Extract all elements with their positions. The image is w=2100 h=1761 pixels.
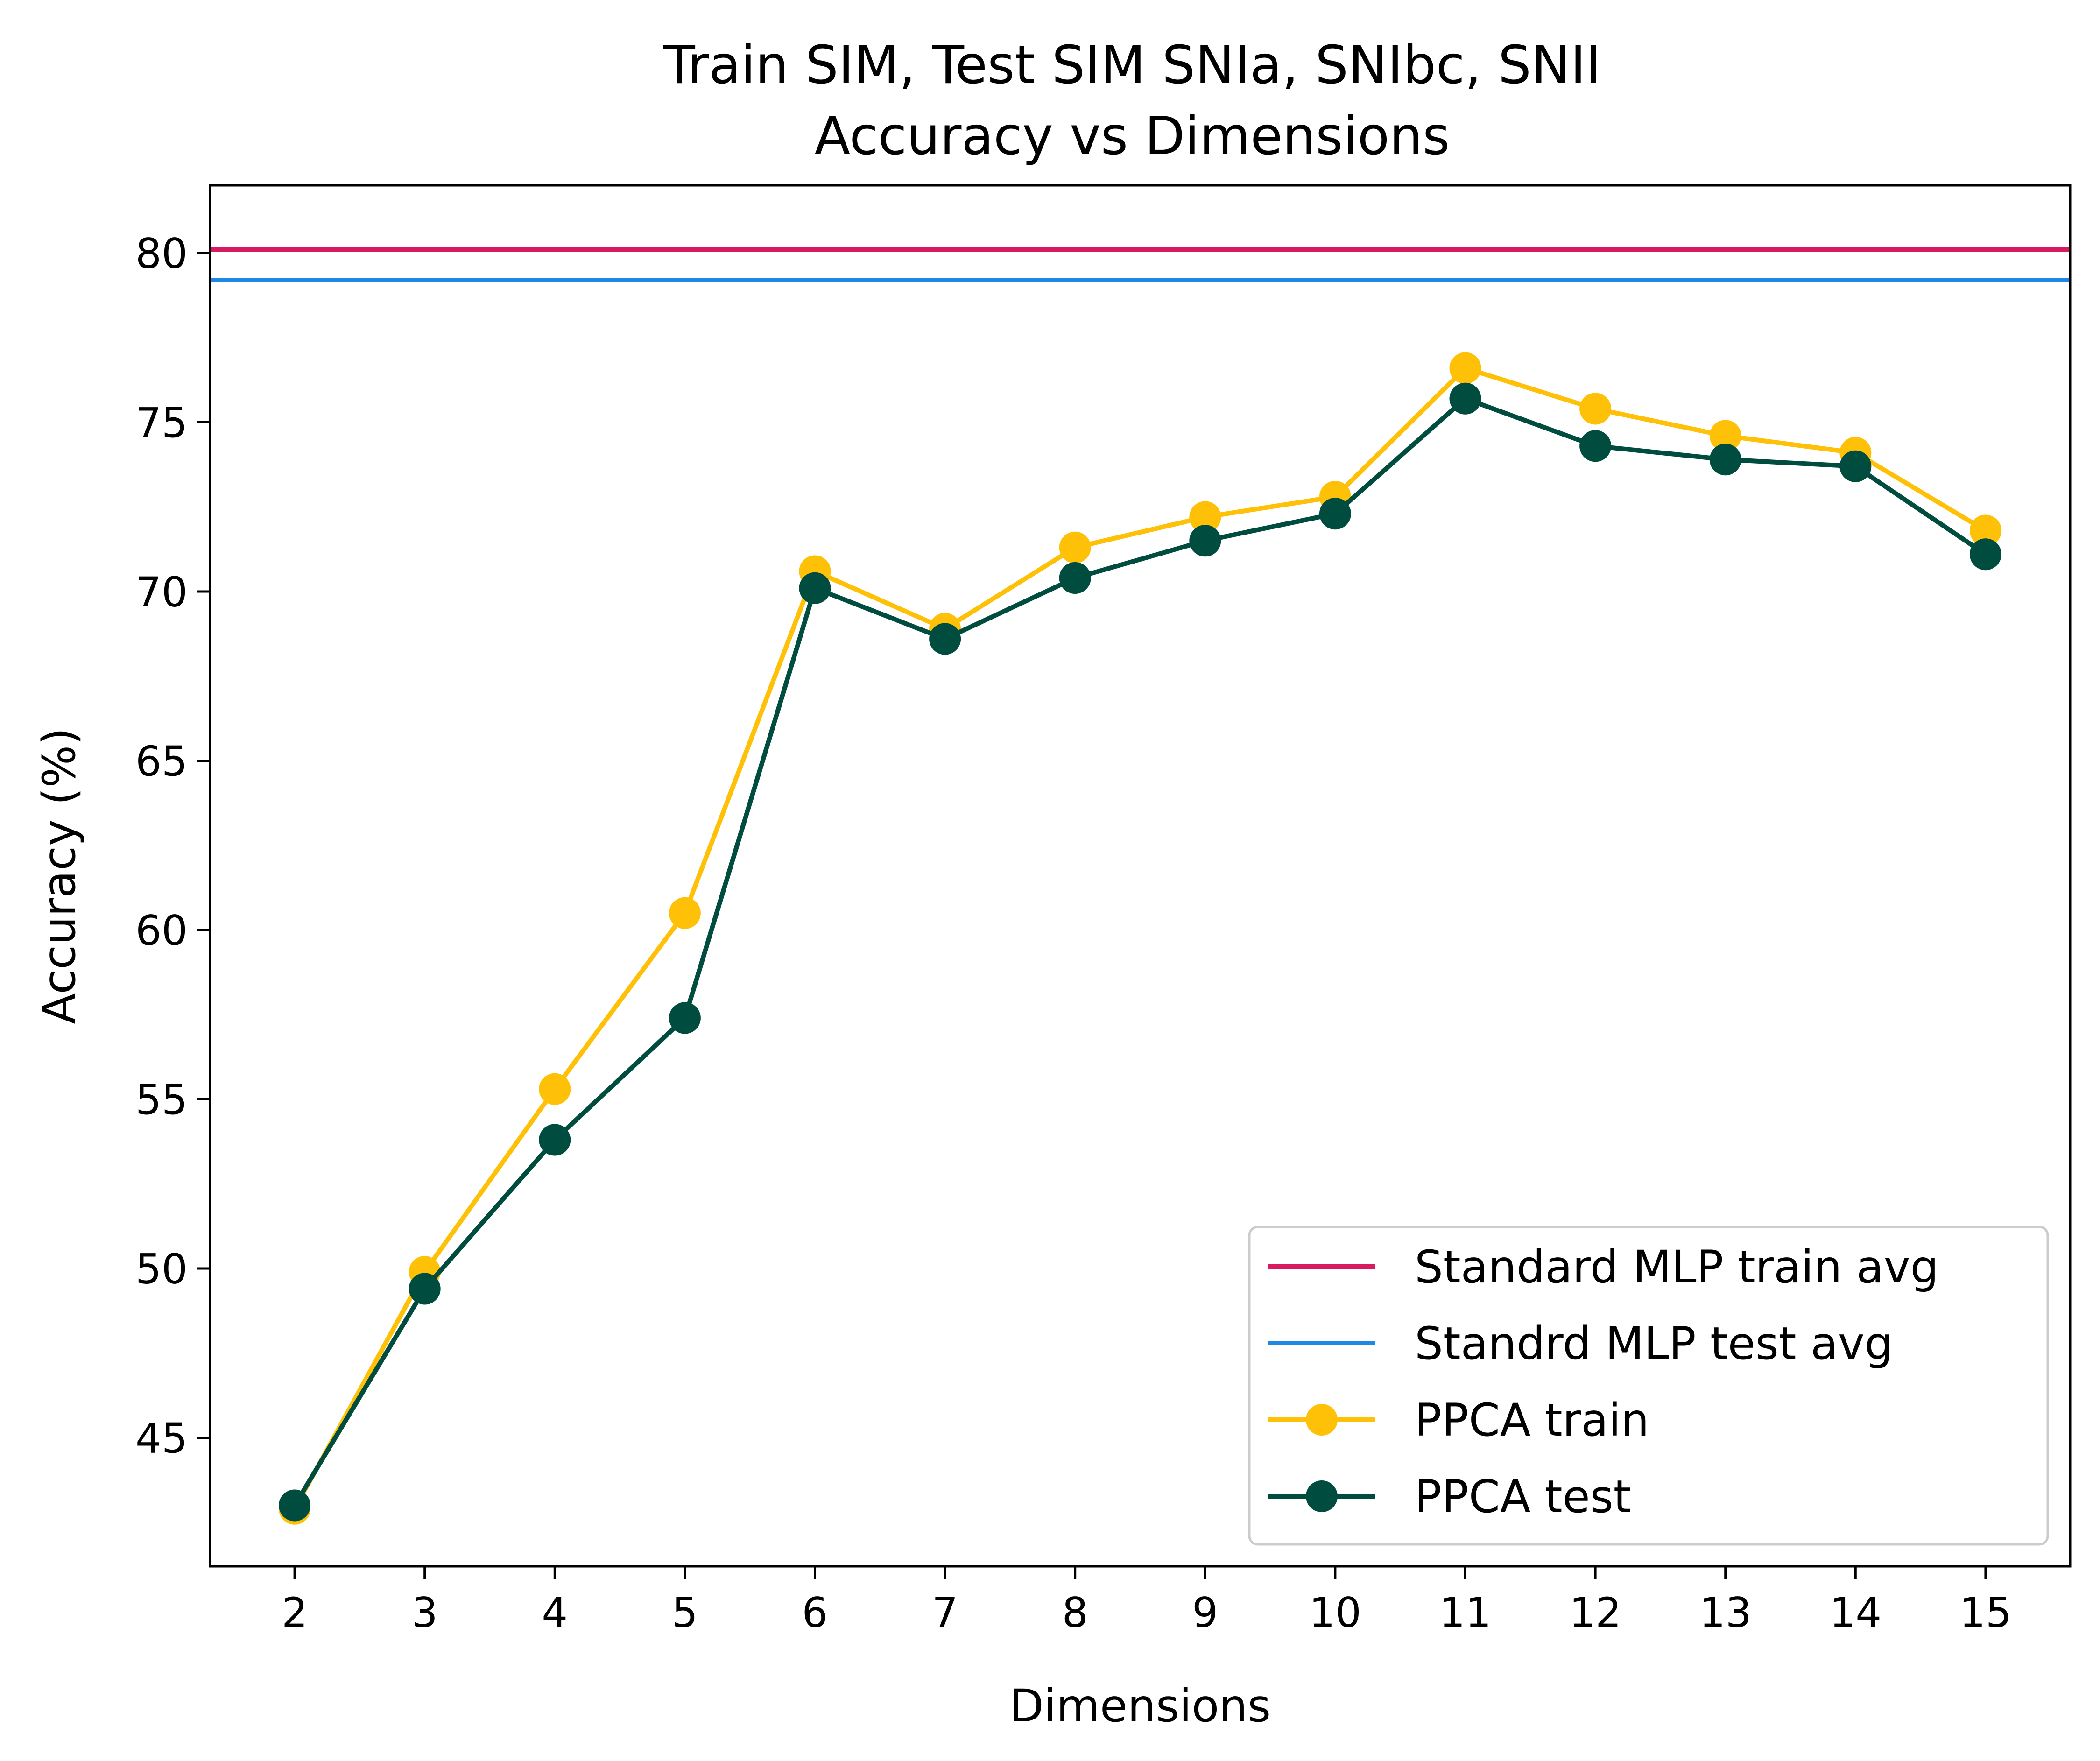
series-line-1 — [292, 396, 1987, 1507]
series-1-point-8 — [1059, 562, 1091, 594]
x-axis-label: Dimensions — [1009, 1680, 1271, 1732]
series-1-point-9 — [1189, 525, 1221, 557]
series-1-point-11 — [1449, 382, 1481, 415]
legend-label-1: Standrd MLP test avg — [1415, 1317, 1893, 1370]
x-tick-label-5: 5 — [672, 1589, 698, 1637]
series-1-point-15 — [1969, 538, 2001, 571]
legend-marker-2 — [1306, 1404, 1338, 1436]
x-tick-label-14: 14 — [1829, 1589, 1882, 1637]
x-tick-label-9: 9 — [1192, 1589, 1218, 1637]
y-tick-label-80: 80 — [135, 230, 188, 278]
series-1-point-6 — [799, 572, 831, 604]
y-axis-label: Accuracy (%) — [33, 728, 85, 1024]
y-tick-label-45: 45 — [135, 1415, 188, 1463]
y-tick-label-75: 75 — [135, 399, 188, 447]
series-line-0 — [292, 366, 1987, 1510]
x-tick-label-13: 13 — [1699, 1589, 1752, 1637]
x-axis: 2 3 4 5 6 7 8 9 10 11 12 13 14 15 — [282, 1566, 2012, 1637]
series-1-point-12 — [1579, 430, 1612, 462]
x-tick-label-10: 10 — [1309, 1589, 1361, 1637]
series-0-point-11 — [1449, 352, 1481, 384]
y-tick-label-60: 60 — [135, 907, 188, 955]
chart-title: Train SIM, Test SIM SNIa, SNIbc, SNII — [662, 35, 1601, 96]
series-1-point-13 — [1709, 444, 1741, 476]
x-tick-label-6: 6 — [802, 1589, 828, 1637]
plot-frame — [209, 184, 2072, 1568]
y-axis: 45 50 55 60 65 70 75 80 — [135, 230, 210, 1463]
x-tick-label-8: 8 — [1062, 1589, 1088, 1637]
series-1-point-10 — [1319, 498, 1351, 530]
legend-label-3: PPCA test — [1415, 1471, 1631, 1523]
series-0-point-4 — [539, 1073, 571, 1105]
series-0-point-12 — [1579, 393, 1612, 425]
series-0-point-13 — [1709, 420, 1741, 452]
series-1-point-2 — [279, 1489, 311, 1522]
y-tick-label-55: 55 — [135, 1076, 188, 1124]
series-1-point-3 — [409, 1273, 441, 1305]
x-tick-label-15: 15 — [1959, 1589, 2012, 1637]
legend-label-0: Standard MLP train avg — [1415, 1241, 1939, 1293]
series-1-point-4 — [539, 1124, 571, 1156]
legend-marker-3 — [1306, 1480, 1338, 1512]
series-1-point-5 — [669, 1002, 701, 1034]
x-tick-label-3: 3 — [412, 1589, 438, 1637]
chart-subtitle: Accuracy vs Dimensions — [815, 106, 1450, 167]
x-tick-label-11: 11 — [1439, 1589, 1492, 1637]
legend-label-2: PPCA train — [1415, 1394, 1649, 1446]
series-1-point-14 — [1839, 450, 1872, 482]
series-0-point-8 — [1059, 531, 1091, 564]
y-tick-label-65: 65 — [135, 738, 188, 786]
x-tick-label-7: 7 — [932, 1589, 958, 1637]
series-0-point-5 — [669, 897, 701, 929]
y-tick-label-50: 50 — [135, 1245, 188, 1293]
series-0-point-15 — [1969, 514, 2001, 547]
x-tick-label-4: 4 — [542, 1589, 568, 1637]
x-tick-label-12: 12 — [1569, 1589, 1621, 1637]
plot-area — [210, 247, 2070, 1525]
series-0-point-9 — [1189, 501, 1221, 533]
legend-box — [1248, 1226, 2049, 1546]
x-tick-label-2: 2 — [282, 1589, 308, 1637]
y-tick-label-70: 70 — [135, 568, 188, 616]
series-1-point-7 — [929, 623, 961, 655]
legend: Standard MLP train avg Standrd MLP test a… — [1248, 1226, 2049, 1546]
